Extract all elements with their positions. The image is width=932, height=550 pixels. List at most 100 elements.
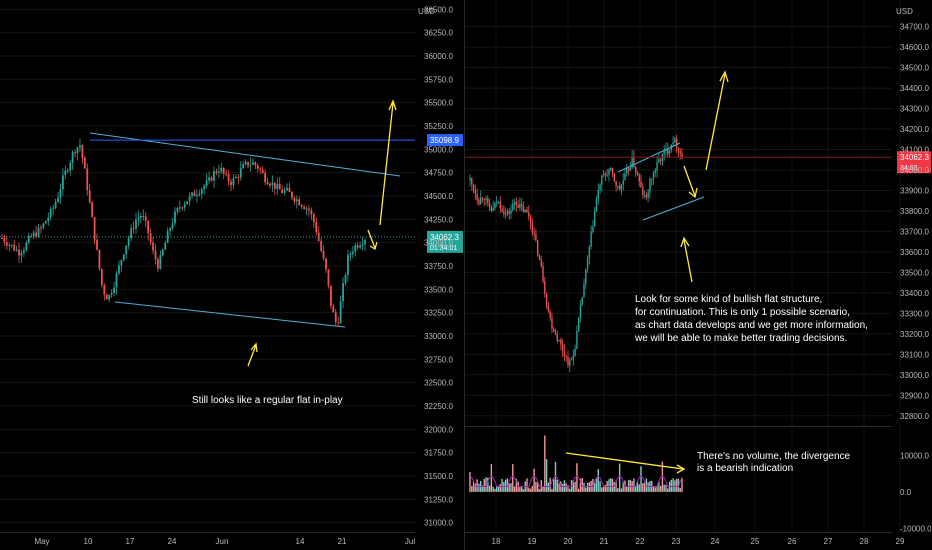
candle-body [203, 185, 206, 190]
arrow-down-line [683, 165, 696, 197]
volume-bar [617, 488, 619, 492]
candle-body [586, 257, 589, 270]
current-price-label-bg [897, 151, 931, 174]
candle-body [295, 199, 298, 202]
x-tick-label: Jun [216, 537, 229, 546]
volume-bar [565, 483, 567, 492]
candle-body [269, 184, 271, 186]
y-tick-label: 34000.0 [424, 239, 453, 248]
right-currency: USD [896, 7, 913, 16]
volume-bar [492, 486, 494, 492]
volume-bar [547, 482, 550, 492]
volume-bar [611, 478, 614, 492]
candle-body [492, 208, 494, 211]
volume-bar [469, 472, 471, 492]
candle-body [213, 171, 215, 181]
candle-body [533, 232, 535, 234]
candle-body [488, 202, 491, 208]
candle-body [558, 339, 560, 341]
candle-body [234, 176, 237, 178]
volume-bar [476, 479, 478, 492]
candle-body [526, 209, 528, 213]
current-price-label: 34062.3 [430, 233, 459, 242]
candle-body [344, 274, 347, 284]
candle-body [674, 138, 676, 143]
candle-body [93, 217, 96, 240]
volume-y-axis: 10000.0 0.0 -10000.0 [900, 452, 932, 534]
candle-body [261, 169, 264, 173]
candle-body [510, 210, 512, 214]
volume-y-tick-label: 0.0 [900, 488, 912, 497]
candle-body [643, 195, 646, 197]
candle-body [529, 216, 532, 224]
candle-body [198, 193, 201, 195]
candle-body [652, 172, 655, 180]
volume-bar [613, 482, 616, 492]
candle-body [581, 297, 583, 305]
candle-body [547, 306, 550, 312]
volume-bar [488, 485, 491, 492]
y-tick-label: 35000.0 [424, 145, 453, 154]
candle-body [288, 187, 291, 193]
candle-body [347, 255, 349, 275]
candle-body [164, 242, 167, 250]
candle-body [642, 187, 644, 196]
candle-body [601, 175, 603, 185]
left-currency: USD [418, 7, 435, 16]
volume-bar [667, 488, 669, 492]
candle-body [332, 305, 335, 313]
volume-bar [474, 483, 477, 492]
candle-body [608, 169, 610, 175]
y-tick-label: 33100.0 [900, 350, 929, 359]
current-price-countdown: 34:03 [900, 165, 918, 172]
candle-body [8, 244, 11, 246]
candle-body [647, 192, 649, 198]
left-grid [0, 8, 415, 524]
volume-bar [620, 488, 623, 492]
candle-body [364, 240, 366, 245]
candle-body [620, 184, 623, 190]
candle-body [563, 351, 566, 357]
volume-bar [472, 480, 475, 492]
volume-bar [522, 489, 525, 492]
candle-body [37, 227, 40, 237]
volume-arrow [565, 452, 686, 474]
candle-body [169, 228, 172, 232]
candle-body [570, 358, 573, 361]
volume-bar [471, 486, 473, 492]
y-tick-label: 34250.0 [424, 215, 453, 224]
candle-body [359, 245, 362, 248]
candle-body [479, 197, 482, 205]
y-tick-label: 34300.0 [900, 105, 929, 114]
volume-bar [626, 485, 628, 492]
candle-body [81, 145, 84, 158]
volume-bar [602, 486, 605, 492]
y-tick-label: 33800.0 [900, 207, 929, 216]
volume-bar [675, 478, 678, 492]
volume-bar [643, 482, 646, 492]
volume-bar [574, 481, 576, 492]
candle-body [193, 192, 196, 197]
candle-body [259, 168, 262, 170]
volume-bar [544, 435, 546, 492]
candle-body [176, 208, 179, 212]
candle-body [469, 178, 471, 181]
candle-body [303, 206, 305, 210]
volume-bar [608, 479, 610, 492]
volume-bar [496, 486, 498, 492]
candle-body [572, 355, 575, 359]
volume-bar [542, 486, 544, 492]
candle-body [538, 255, 541, 260]
x-tick-label: 18 [492, 537, 501, 546]
candle-body [622, 180, 624, 185]
candle-body [599, 184, 601, 190]
right-annotation-1: Look for some kind of bullish flat struc… [635, 294, 822, 305]
volume-bar [642, 483, 644, 492]
volume-bar [585, 487, 587, 492]
candle-body [159, 255, 162, 269]
candle-body [617, 185, 619, 187]
candle-body [354, 245, 357, 252]
candle-body [633, 156, 635, 167]
volume-bar [508, 483, 510, 492]
